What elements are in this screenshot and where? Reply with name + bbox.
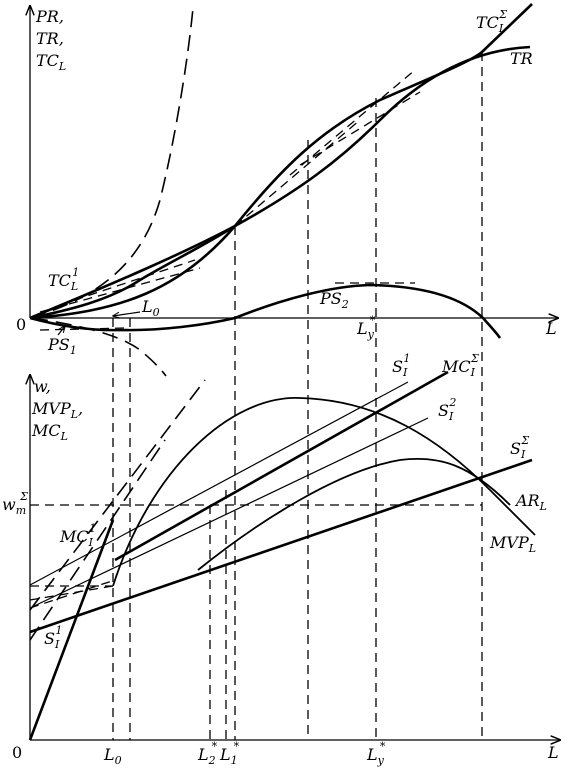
tc-sigma-curve [29, 3, 533, 320]
s-sigma-line [29, 458, 533, 634]
top-origin-label: 0 [16, 315, 26, 334]
wm-label: wmΣ [2, 490, 28, 517]
ar-curve [197, 457, 511, 571]
s-one-left-label: SI1 [44, 624, 62, 651]
bottom-y-label-3: MCL [31, 421, 68, 443]
tangent-dash-4 [289, 69, 416, 176]
tick-l1: L1* [219, 740, 240, 767]
s-sigma-label: SIΣ [510, 434, 529, 461]
ps-one-label: PS1 [47, 335, 77, 357]
steep-dashed-line-1 [29, 379, 206, 611]
s-one-top-label: SI1 [392, 352, 410, 379]
steep-dashed-line-2 [29, 439, 166, 641]
mvp-label: MVPL [489, 533, 536, 555]
tr-label: TR [510, 49, 533, 68]
ps-two-label: PS2 [319, 289, 349, 311]
tc-one-curve [29, 224, 236, 320]
tangent-dash-3 [234, 119, 361, 227]
s-one-thin-line [29, 381, 409, 586]
profit-curve [29, 283, 502, 339]
lower-dashed-curve [31, 317, 167, 377]
tc-one-label: TCL1 [48, 266, 79, 293]
top-y-label-3: TCL [36, 51, 66, 73]
l-y-star-top-label: Ly* [356, 314, 376, 341]
left-dash-2 [29, 579, 116, 609]
mc-sigma-label: MCIΣ [441, 352, 479, 379]
drop-lines [112, 52, 483, 740]
top-y-label-1: PR, [35, 7, 64, 26]
mvp-curve [112, 397, 536, 587]
l-zero-label: L0 [141, 297, 160, 319]
tangent-dash-2 [59, 259, 196, 306]
mc-one-label: MCI1 [59, 522, 96, 549]
ps1-arrow [57, 326, 65, 336]
top-panel: PR, TR, TCL L 0 TCIΣ TR TCL1 PS1 PS2 L0 … [16, 3, 558, 377]
l0-arrow [113, 311, 141, 316]
tr-curve [29, 45, 531, 320]
bottom-y-label-2: MVPL, [31, 399, 83, 421]
top-y-label-2: TR, [36, 29, 64, 48]
s-one-steep-line [28, 519, 115, 741]
bottom-x-label: L [547, 743, 559, 762]
s-two-thin-line [29, 417, 429, 609]
mc-sigma-line [114, 370, 449, 562]
tick-l0: L0 [103, 745, 122, 767]
bottom-panel: w, MVPL, MCL L 0 wmΣ SI1 MCIΣ SI2 SIΣ AR… [2, 352, 560, 767]
ar-label: ARL [514, 491, 547, 513]
s-two-label: SI2 [438, 396, 456, 423]
top-x-label: L [545, 319, 557, 338]
tangent-dash-1 [39, 267, 201, 313]
bottom-y-label-1: w, [34, 377, 51, 396]
tc-sigma-label: TCIΣ [476, 8, 507, 35]
tangent-dash-5 [299, 91, 421, 166]
tick-l2: L2* [197, 740, 218, 767]
bottom-origin-label: 0 [12, 743, 22, 762]
tick-ly: Ly* [366, 740, 386, 767]
